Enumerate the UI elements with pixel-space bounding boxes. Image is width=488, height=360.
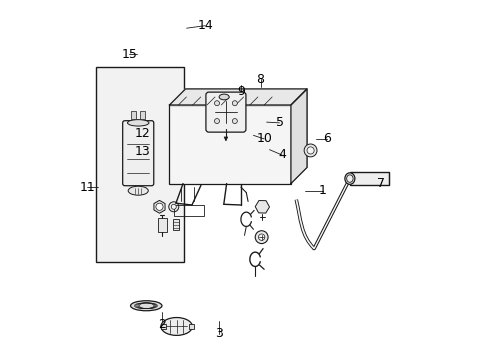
Bar	[188, 324, 193, 329]
Circle shape	[304, 144, 316, 157]
Text: 4: 4	[278, 148, 285, 162]
Text: 3: 3	[215, 327, 223, 340]
Text: 5: 5	[275, 116, 283, 129]
Text: 8: 8	[256, 73, 264, 86]
Polygon shape	[290, 89, 306, 184]
Bar	[169, 105, 290, 184]
Text: 11: 11	[79, 181, 95, 194]
Ellipse shape	[344, 173, 354, 184]
FancyBboxPatch shape	[205, 92, 245, 132]
Text: 14: 14	[197, 19, 213, 32]
Circle shape	[168, 202, 179, 212]
Ellipse shape	[219, 94, 229, 100]
Circle shape	[255, 231, 267, 244]
Bar	[185, 89, 306, 167]
Bar	[158, 218, 166, 232]
Text: 13: 13	[135, 145, 150, 158]
FancyBboxPatch shape	[122, 121, 153, 186]
Circle shape	[306, 147, 313, 154]
Bar	[161, 324, 165, 329]
Bar	[140, 111, 145, 119]
Bar	[96, 67, 183, 262]
Bar	[131, 111, 136, 119]
Text: 12: 12	[135, 127, 150, 140]
Text: 10: 10	[256, 132, 271, 145]
Text: 9: 9	[237, 85, 244, 98]
Ellipse shape	[128, 186, 148, 195]
Text: 2: 2	[157, 318, 165, 331]
Ellipse shape	[161, 318, 192, 336]
Text: 7: 7	[376, 177, 384, 190]
Ellipse shape	[130, 301, 162, 311]
Polygon shape	[169, 89, 306, 105]
Ellipse shape	[346, 175, 352, 182]
Bar	[349, 172, 388, 185]
Circle shape	[171, 204, 176, 209]
Bar	[173, 219, 179, 230]
Circle shape	[214, 118, 219, 123]
Circle shape	[214, 101, 219, 106]
Bar	[174, 205, 204, 216]
Text: 15: 15	[122, 48, 137, 61]
Text: 6: 6	[322, 132, 330, 145]
Circle shape	[232, 101, 237, 106]
Circle shape	[258, 234, 264, 240]
Ellipse shape	[127, 120, 149, 126]
Circle shape	[232, 118, 237, 123]
Circle shape	[156, 203, 163, 210]
Text: 1: 1	[319, 184, 326, 197]
